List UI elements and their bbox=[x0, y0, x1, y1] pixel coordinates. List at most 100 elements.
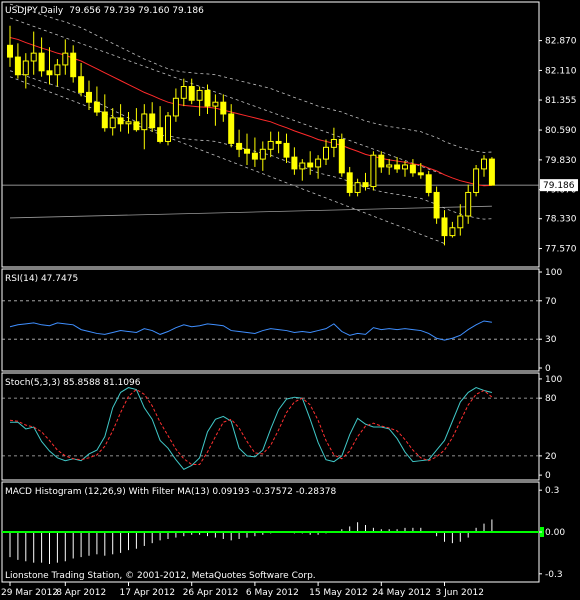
macd-title: MACD Histogram (12,26,9) With Filter MA(… bbox=[5, 487, 336, 497]
candle-body bbox=[417, 172, 424, 176]
stoch-y-tick-label: 80 bbox=[545, 394, 557, 404]
candle-body bbox=[402, 164, 408, 170]
channel-upper-line bbox=[9, 17, 445, 176]
moving-average-line bbox=[9, 36, 492, 187]
ohlc-values: 79.656 79.739 79.160 79.186 bbox=[69, 6, 204, 16]
price-y-tick-label: 81.355 bbox=[545, 96, 577, 106]
stochastic-panel-frame bbox=[1, 372, 540, 481]
candle-body bbox=[228, 113, 235, 144]
candle-body bbox=[291, 156, 298, 170]
candle-body bbox=[409, 164, 416, 174]
price-y-tick-label: 78.330 bbox=[545, 215, 577, 225]
candle-body bbox=[481, 158, 487, 170]
candle-body bbox=[157, 127, 164, 142]
candle-body bbox=[338, 138, 345, 174]
stoch-signal-line bbox=[9, 388, 493, 466]
candle-body bbox=[204, 89, 211, 107]
stoch-title: Stoch(5,3,3) 85.8588 81.1096 bbox=[5, 378, 141, 388]
candle-body bbox=[433, 191, 440, 219]
stoch-y-tick-label: 20 bbox=[545, 452, 557, 462]
x-axis-date-label: 8 Apr 2012 bbox=[56, 588, 106, 598]
stoch-y-tick-label: 0 bbox=[545, 471, 551, 481]
rsi-y-tick-label: 100 bbox=[545, 268, 562, 278]
candle-body bbox=[54, 64, 61, 76]
symbol-label: USDJPY,Daily bbox=[5, 6, 64, 16]
candle-body bbox=[7, 44, 13, 58]
candle-body bbox=[259, 148, 266, 160]
candle-body bbox=[188, 86, 195, 101]
stoch-main-line bbox=[10, 387, 493, 470]
price-y-tick-label: 79.830 bbox=[545, 156, 577, 166]
candle-body bbox=[386, 164, 393, 168]
x-axis-date-label: 29 Mar 2012 bbox=[1, 588, 58, 598]
candle-body bbox=[14, 56, 21, 76]
rsi-title: RSI(14) 47.7475 bbox=[5, 274, 78, 284]
long-ma-line bbox=[9, 205, 492, 219]
candle-body bbox=[165, 115, 171, 142]
candle-body bbox=[283, 142, 290, 158]
x-axis-date-label: 6 May 2012 bbox=[246, 588, 299, 598]
candle-body bbox=[70, 52, 77, 78]
price-y-tick-label: 80.590 bbox=[545, 126, 577, 136]
candle-body bbox=[38, 52, 45, 72]
candle-body bbox=[180, 86, 187, 99]
candle-body bbox=[196, 89, 203, 101]
candle-body bbox=[315, 158, 322, 168]
candle-body bbox=[275, 140, 282, 144]
macd-y-tick-label: 0.3 bbox=[545, 486, 559, 496]
price-panel-frame bbox=[1, 1, 540, 268]
candle-body bbox=[346, 172, 353, 193]
candle-body bbox=[449, 227, 456, 237]
copyright-label: Lionstone Trading Station, © 2001-2012, … bbox=[5, 571, 316, 581]
candle-body bbox=[109, 117, 116, 129]
x-axis-date-label: 26 Apr 2012 bbox=[183, 588, 239, 598]
x-axis-date-label: 17 Apr 2012 bbox=[120, 588, 176, 598]
rsi-y-tick-label: 30 bbox=[545, 335, 557, 345]
price-y-tick-label: 82.110 bbox=[545, 66, 577, 76]
price-y-tick-label: 77.570 bbox=[545, 245, 577, 255]
candle-body bbox=[220, 101, 227, 115]
candle-body bbox=[236, 142, 243, 150]
candle-body bbox=[323, 146, 329, 160]
last-price-box bbox=[540, 179, 578, 192]
candle-body bbox=[244, 148, 250, 154]
rsi-panel-frame bbox=[1, 268, 540, 372]
candle-body bbox=[212, 101, 219, 107]
candle-body bbox=[394, 164, 401, 170]
candle-body bbox=[441, 217, 448, 237]
candle-body bbox=[149, 113, 156, 129]
candle-body bbox=[488, 158, 495, 186]
envelope-upper-line bbox=[9, 3, 492, 153]
candle-body bbox=[93, 101, 100, 113]
candle-body bbox=[62, 52, 69, 66]
candle-body bbox=[141, 113, 148, 131]
candle-body bbox=[330, 138, 337, 148]
candle-body bbox=[362, 182, 369, 188]
candle-body bbox=[172, 97, 179, 117]
candle-body bbox=[370, 154, 377, 188]
candle-body bbox=[267, 140, 274, 150]
candle-body bbox=[22, 60, 29, 76]
candle-body bbox=[299, 162, 306, 170]
candle-body bbox=[354, 182, 361, 193]
candle-body bbox=[78, 76, 85, 93]
x-axis-date-label: 15 May 2012 bbox=[309, 588, 368, 598]
price-title: USDJPY,Daily 79.656 79.739 79.160 79.186 bbox=[5, 6, 204, 16]
candle-body bbox=[125, 121, 132, 125]
candle-body bbox=[457, 215, 464, 229]
last-price-label: 79.186 bbox=[543, 181, 575, 191]
x-axis-date-label: 3 Jun 2012 bbox=[436, 588, 484, 598]
candle-body bbox=[133, 121, 140, 131]
x-axis-date-label: 24 May 2012 bbox=[372, 588, 431, 598]
macd-y-tick-label: 0.00 bbox=[545, 528, 565, 538]
candle-body bbox=[307, 162, 314, 168]
stoch-y-tick-label: 100 bbox=[545, 375, 562, 385]
envelope-lower-line bbox=[9, 70, 492, 220]
candle-body bbox=[86, 91, 92, 103]
candle-body bbox=[101, 111, 108, 129]
candle-body bbox=[30, 52, 37, 62]
price-y-tick-label: 82.870 bbox=[545, 37, 577, 47]
rsi-y-tick-label: 70 bbox=[545, 297, 557, 307]
candle-body bbox=[425, 174, 432, 193]
